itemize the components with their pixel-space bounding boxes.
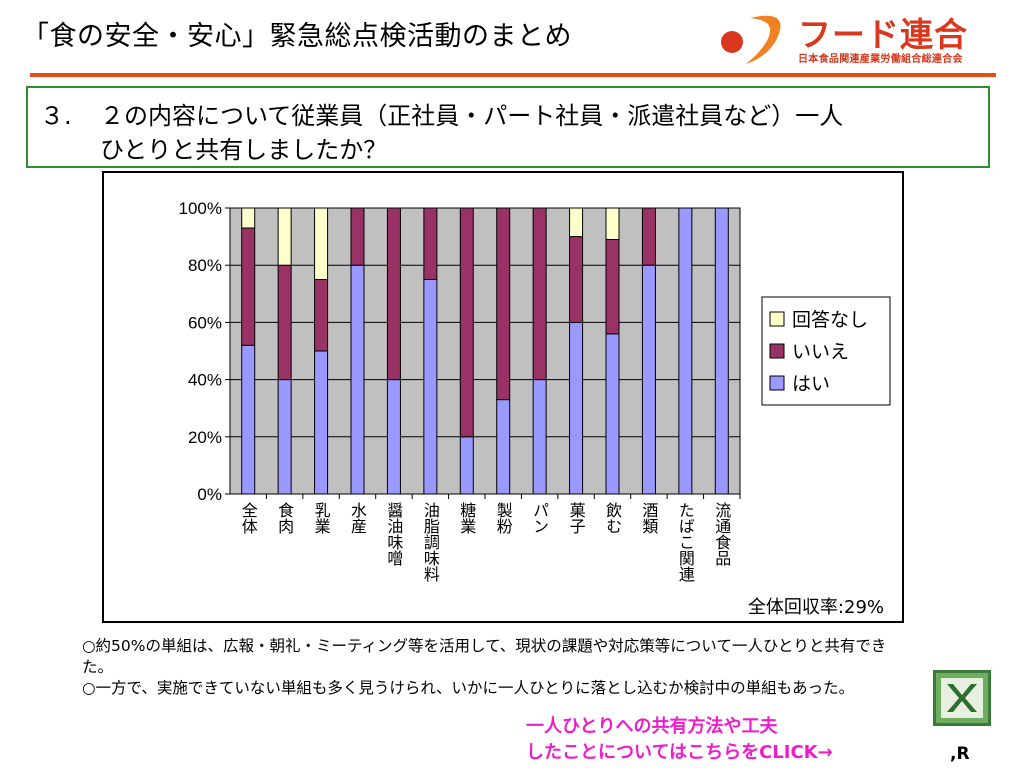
bar-segment xyxy=(641,207,656,266)
legend-swatch xyxy=(769,343,785,359)
bar-segment xyxy=(423,279,438,495)
bar-segment xyxy=(605,238,620,335)
x-tick-label: パン xyxy=(530,502,549,534)
legend-label: いいえ xyxy=(792,341,849,363)
header-divider xyxy=(30,73,996,77)
bar-segment xyxy=(277,207,292,266)
x-tick-label: 製粉 xyxy=(494,502,513,535)
bar-segment xyxy=(532,207,547,381)
bar-segment xyxy=(678,207,693,495)
page-title: 「食の安全・安心」緊急総点検活動のまとめ xyxy=(22,21,572,52)
logo-name: フード連合 xyxy=(798,15,968,54)
legend-label: はい xyxy=(792,373,830,395)
stacked-bar-chart: 0% 20% 40% 60% 80% 100% 全体 食肉 乳業 水産 醤油味噌 油脂調味料 糖業 製粉パ… xyxy=(179,199,891,583)
plot-area xyxy=(229,207,741,495)
bar-segment xyxy=(386,207,401,381)
bar-segment xyxy=(714,207,729,495)
bar-segment xyxy=(241,227,256,346)
legend-label: 回答なし xyxy=(792,309,868,331)
bar-segment xyxy=(569,207,584,238)
x-tick-label: 全体 xyxy=(239,502,258,534)
x-tick-label: 乳業 xyxy=(312,502,331,534)
food-rengo-logo-icon xyxy=(721,15,781,64)
y-tick-label: 20% xyxy=(188,428,222,447)
question-line-2: ひとりと共有しましたか？ xyxy=(100,136,388,164)
y-tick-label: 60% xyxy=(188,313,222,332)
x-tick-label: 酒類 xyxy=(639,502,658,534)
bar-segment xyxy=(532,379,547,495)
x-tick-label: 油脂調味料 xyxy=(421,502,440,582)
x-tick-label: 醤油味噌 xyxy=(384,502,403,566)
question-box: ３. ２の内容について従業員（正社員・パート社員・派遣社員など）一人 ひとりと共… xyxy=(26,86,990,168)
x-tick-label: 水産 xyxy=(348,502,367,534)
logo-subtitle: 日本食品関連産業労働組合総連合会 xyxy=(798,54,963,65)
excel-file-icon[interactable] xyxy=(933,670,991,726)
share-method-link-line-1[interactable]: 一人ひとりへの共有方法や工夫 xyxy=(526,716,778,737)
chart-frame: 0% 20% 40% 60% 80% 100% 全体 食肉 乳業 水産 醤油味噌 油脂調味料 糖業 製粉パ… xyxy=(102,171,904,623)
bar-segment xyxy=(277,379,292,495)
bar-segment xyxy=(241,207,256,229)
x-tick-label: たばこ関連 xyxy=(676,502,695,583)
y-tick-label: 100% xyxy=(179,199,222,218)
x-tick-label: 食肉 xyxy=(275,502,294,534)
question-line-1: ２の内容について従業員（正社員・パート社員・派遣社員など）一人 xyxy=(100,102,844,130)
y-tick-label: 0% xyxy=(197,485,222,504)
bar-segment xyxy=(569,321,584,495)
y-tick-label: 80% xyxy=(188,256,222,275)
bar-segment xyxy=(496,399,511,495)
bar-segment xyxy=(605,207,620,240)
bar-segment xyxy=(641,264,656,495)
bar-segment xyxy=(277,264,292,381)
bar-segment xyxy=(423,207,438,280)
bar-segment xyxy=(314,350,329,495)
legend-swatch xyxy=(769,375,785,391)
question-number: ３. xyxy=(40,102,72,130)
bar-segment xyxy=(350,207,365,266)
bar-segment xyxy=(569,236,584,323)
bar-segment xyxy=(386,379,401,495)
recovery-rate-annotation: 全体回収率:29% xyxy=(747,597,884,618)
y-tick-label: 40% xyxy=(188,371,222,390)
bar-segment xyxy=(496,207,511,401)
bar-segment xyxy=(459,436,474,495)
bar-segment xyxy=(314,279,329,352)
note-1: ○約50%の単組は、広報・朝礼・ミーティング等を活用して、現状の課題や対応策等に… xyxy=(82,637,887,676)
x-tick-label: 飲む xyxy=(603,502,622,534)
bar-segment xyxy=(314,207,329,280)
footer-mark: ,R xyxy=(950,744,970,764)
share-method-link-line-2[interactable]: したことについてはこちらをCLICK→ xyxy=(526,742,833,763)
food-rengo-logo: フード連合 日本食品関連産業労働組合総連合会 xyxy=(712,6,1002,68)
bar-segment xyxy=(241,344,256,495)
x-tick-label: 糖業 xyxy=(457,502,476,534)
bar-segment xyxy=(459,207,474,438)
x-tick-label: 流通食品 xyxy=(712,502,731,566)
note-2: ○一方で、実施できていない単組も多く見うけられ、いかに一人ひとりに落とし込むか検… xyxy=(82,679,855,697)
bar-segment xyxy=(605,333,620,495)
x-tick-label: 菓子 xyxy=(567,502,586,534)
legend-swatch xyxy=(769,311,785,327)
notes: ○約50%の単組は、広報・朝礼・ミーティング等を活用して、現状の課題や対応策等に… xyxy=(82,636,902,699)
bar-segment xyxy=(350,264,365,495)
